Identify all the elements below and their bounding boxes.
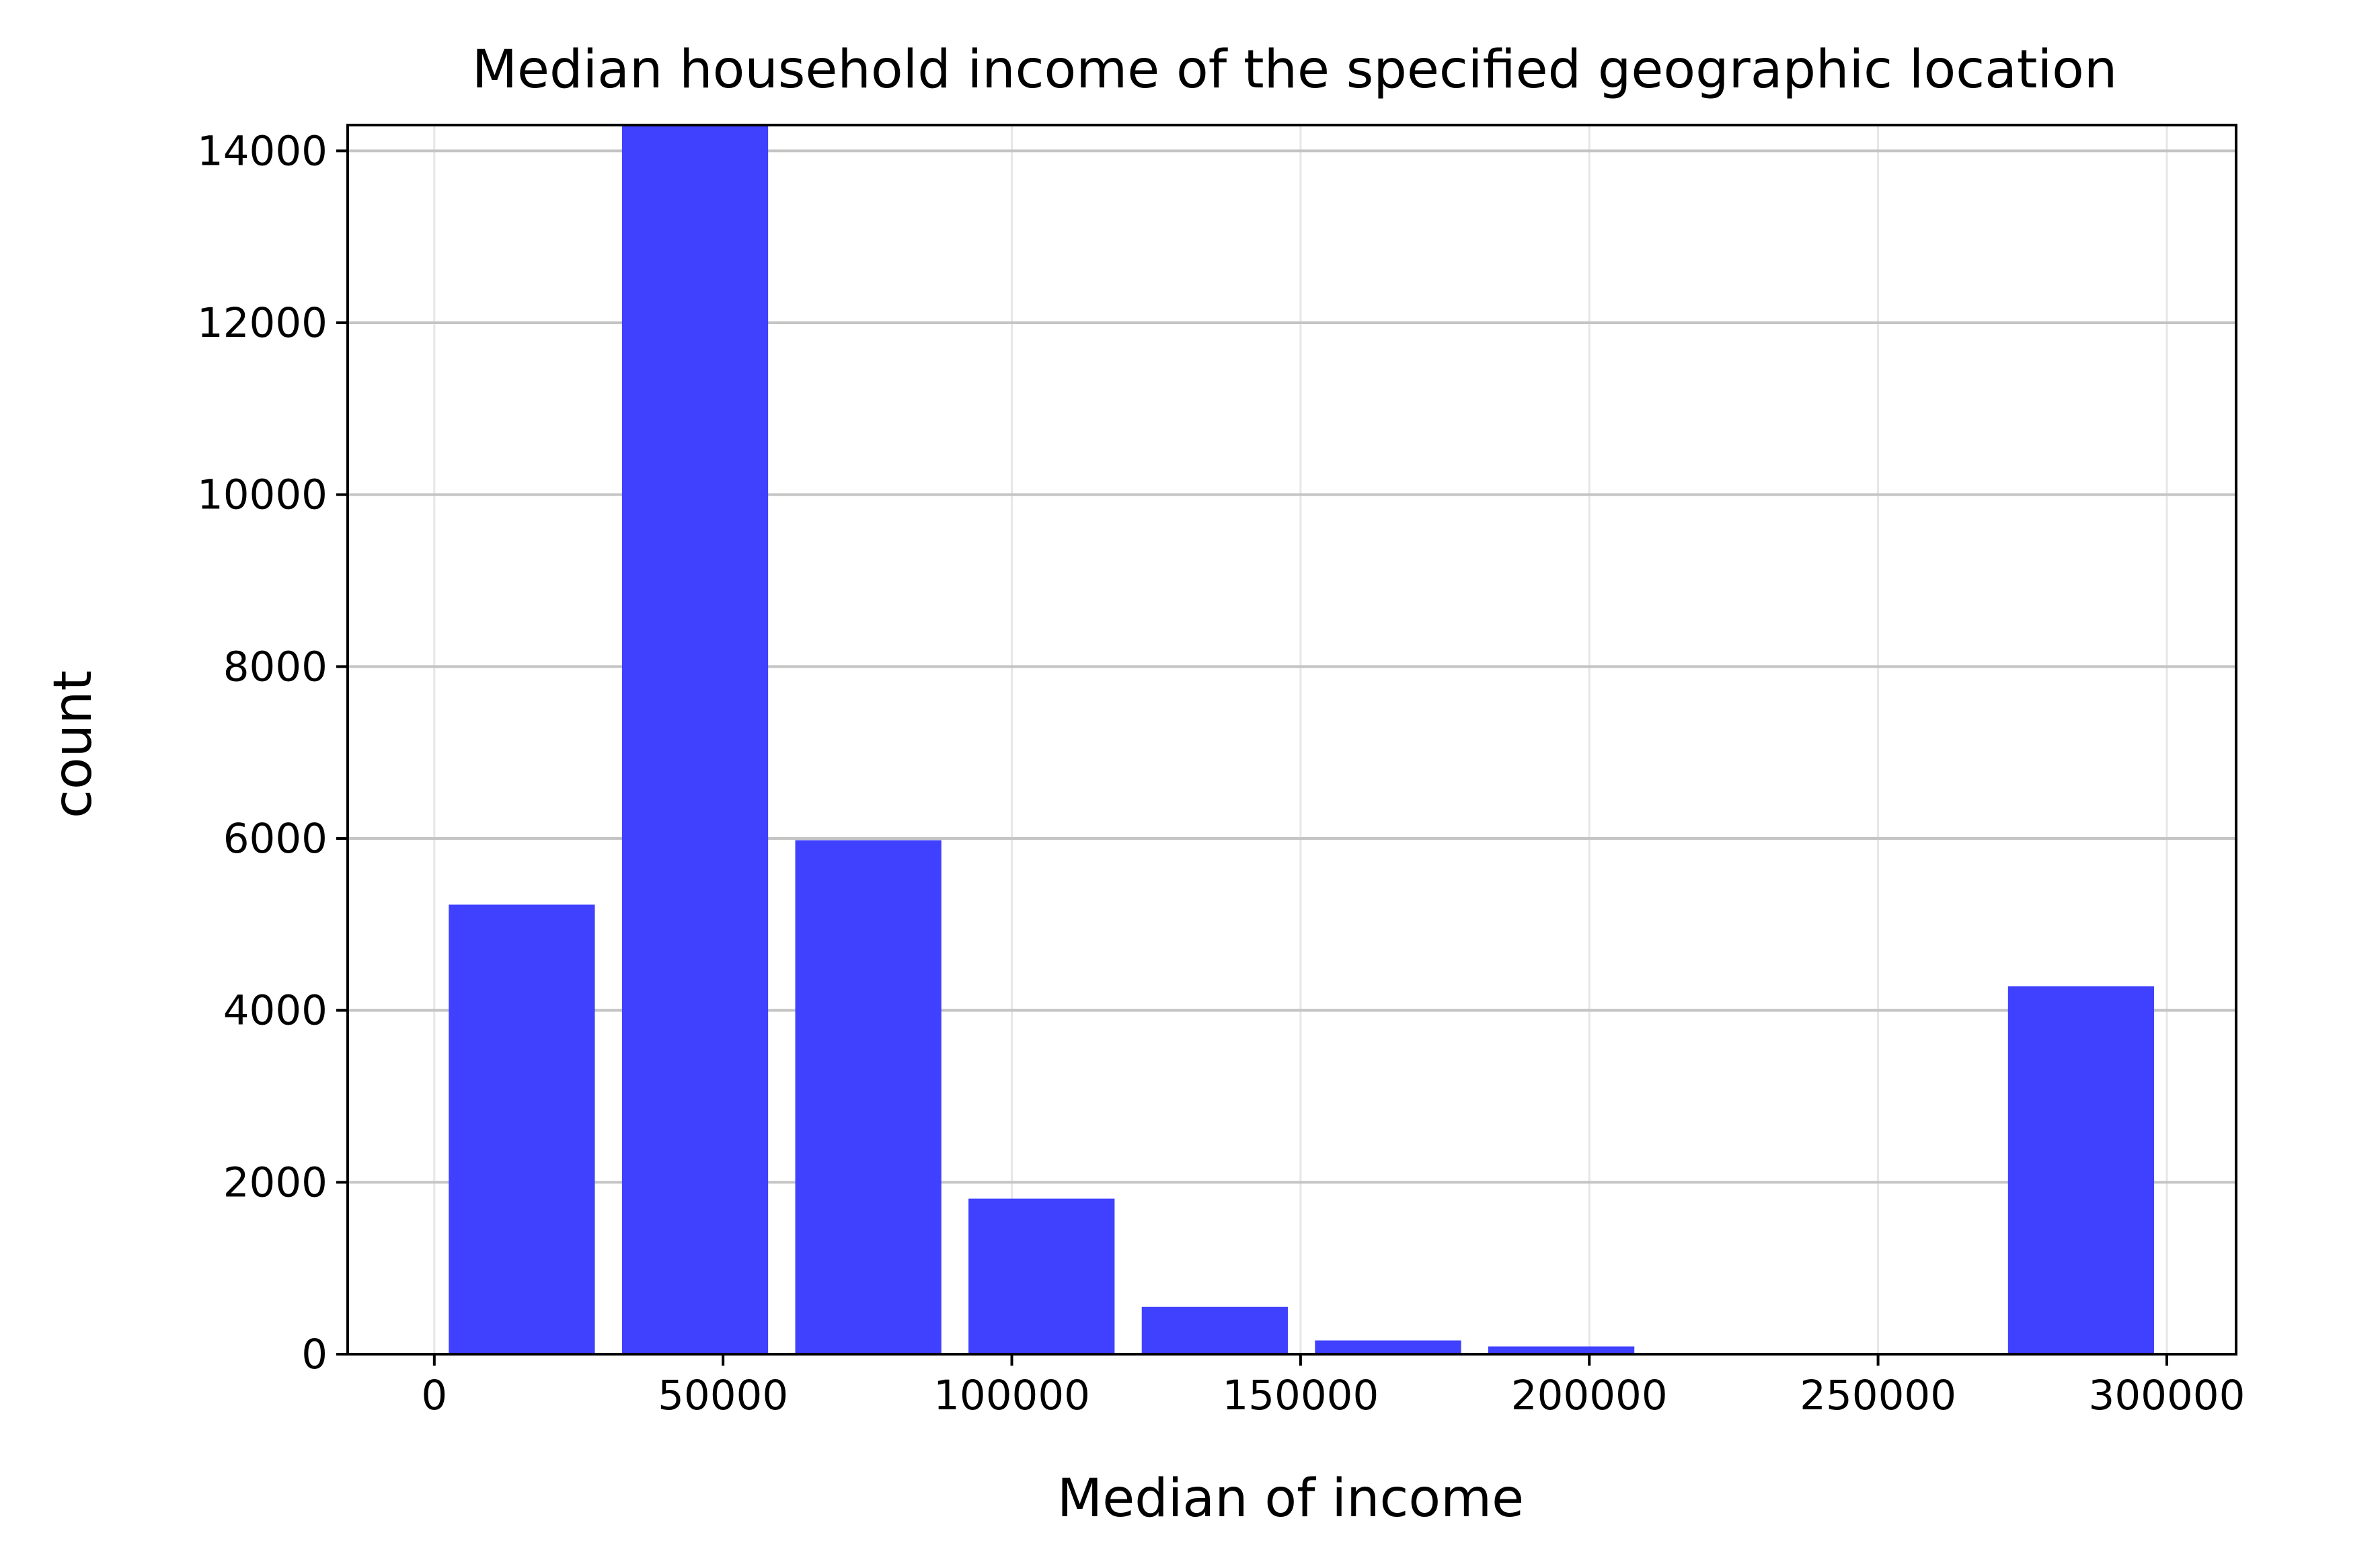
histogram-bar (449, 904, 595, 1354)
y-tick-label: 12000 (197, 299, 328, 347)
x-tick-label: 250000 (1800, 1372, 1956, 1419)
y-tick-label: 4000 (223, 987, 328, 1035)
histogram-bar (2007, 986, 2155, 1354)
y-tick-label: 14000 (197, 127, 328, 175)
histogram-bar (1141, 1306, 1288, 1354)
x-tick-label: 150000 (1222, 1372, 1379, 1419)
histogram-bar (1488, 1346, 1635, 1354)
x-axis-label: Median of income (1057, 1468, 1524, 1529)
y-tick-label: 8000 (223, 643, 328, 691)
y-axis-label: count (43, 670, 104, 818)
x-axis-ticks: 0 50000 100000 150000 200000 250000 300000 (421, 1354, 2245, 1419)
x-tick-label: 0 (421, 1372, 447, 1419)
y-axis-ticks: 0 2000 4000 6000 8000 10000 12000 14000 (197, 127, 348, 1378)
y-tick-label: 2000 (223, 1159, 328, 1206)
y-tick-label: 6000 (223, 815, 328, 863)
histogram-bar (621, 125, 769, 1354)
x-tick-label: 200000 (1511, 1372, 1668, 1419)
chart-title: Median household income of the specified… (472, 40, 2118, 100)
x-tick-label: 100000 (933, 1372, 1090, 1419)
y-tick-label: 10000 (197, 471, 328, 519)
x-tick-label: 300000 (2089, 1372, 2246, 1419)
plot-area-frame (346, 124, 2237, 1356)
y-tick-label: 0 (301, 1331, 328, 1378)
histogram-bar (795, 840, 942, 1354)
x-tick-label: 50000 (658, 1372, 788, 1419)
bars (449, 125, 2155, 1354)
histogram-bar (1315, 1340, 1461, 1354)
histogram-bar (968, 1198, 1115, 1354)
